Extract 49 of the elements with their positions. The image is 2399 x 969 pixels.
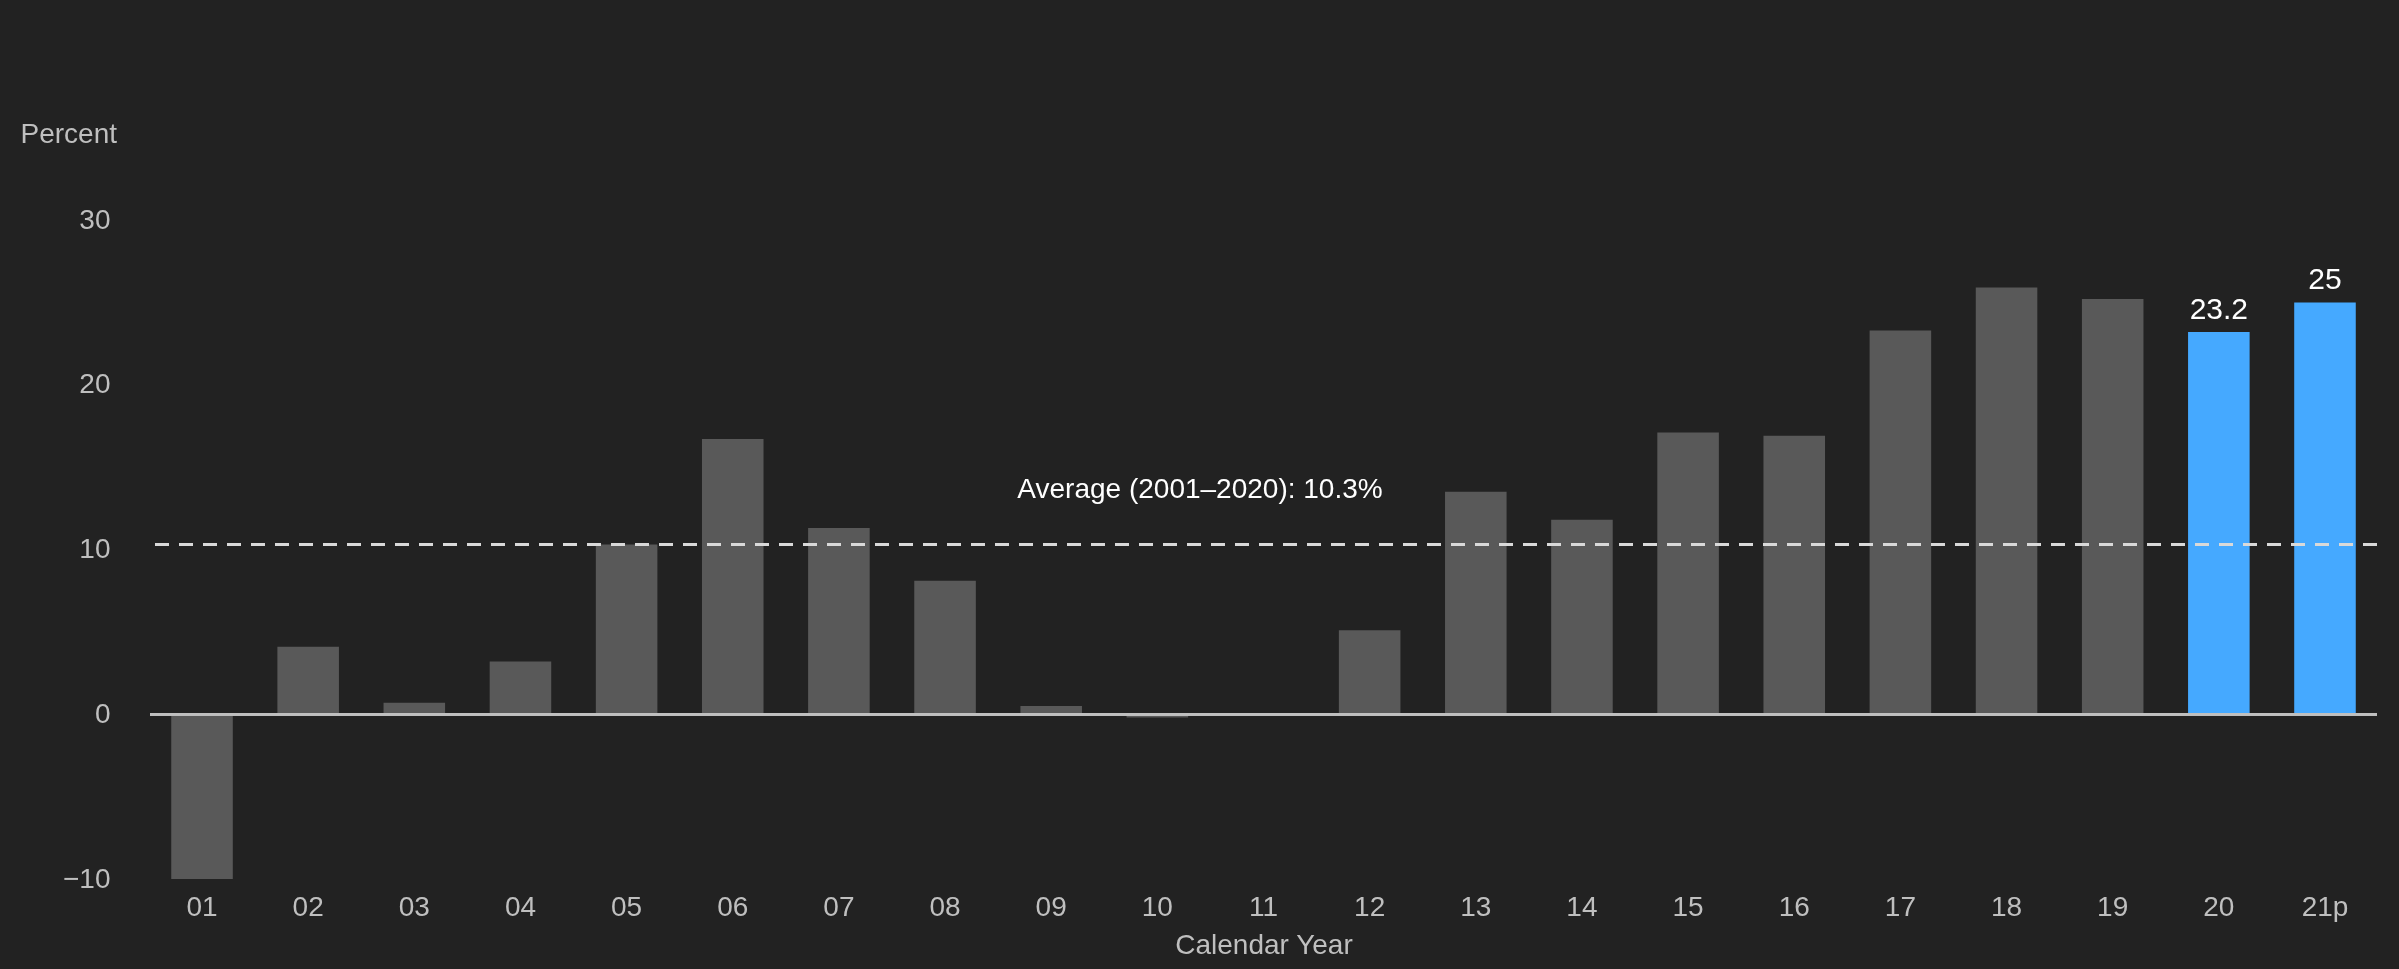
- x-tick-label: 04: [504, 890, 537, 922]
- x-axis-title: Calendar Year: [1175, 928, 1353, 960]
- y-tick-label: 0: [94, 697, 111, 729]
- bar: [277, 646, 339, 715]
- bar: [1551, 519, 1613, 715]
- x-tick-label: 06: [717, 890, 749, 922]
- x-tick-label: 02: [292, 890, 324, 922]
- x-tick-label: 05: [611, 890, 643, 922]
- data-label: 23.2: [2189, 292, 2249, 326]
- x-tick-label: 10: [1141, 890, 1173, 922]
- y-tick-label: 30: [79, 203, 111, 235]
- ref-line-label: Average (2001–2020): 10.3%: [1017, 472, 1383, 504]
- x-tick-label: 01: [186, 890, 218, 922]
- bar: [1338, 630, 1401, 715]
- x-tick-label: 13: [1460, 890, 1492, 922]
- data-label: 25: [2308, 262, 2342, 296]
- x-tick-label: 03: [398, 890, 430, 922]
- bar: [2188, 332, 2250, 715]
- y-tick-label: 10: [79, 533, 111, 564]
- bar: [489, 661, 552, 715]
- x-tick-label: 17: [1884, 890, 1916, 922]
- y-tick-label: 20: [79, 368, 111, 400]
- bar: [808, 528, 870, 715]
- bar: [701, 439, 764, 715]
- x-tick-label: 20: [2203, 890, 2235, 922]
- bar: [2081, 299, 2144, 715]
- bar: [1445, 491, 1507, 715]
- x-tick-label: 07: [823, 890, 855, 922]
- bar: [2294, 302, 2356, 715]
- x-tick-label: 18: [1990, 890, 2023, 922]
- x-tick-label: 11: [1248, 890, 1279, 922]
- bar: [595, 544, 658, 715]
- x-tick-label: 09: [1035, 890, 1067, 922]
- bar: [914, 580, 976, 715]
- x-tick-label: 21p: [2301, 890, 2349, 922]
- bar: [171, 714, 233, 879]
- x-tick-label: 16: [1778, 890, 1810, 922]
- bar: [1126, 714, 1189, 718]
- bar: [1763, 435, 1826, 715]
- bar: [1869, 330, 1932, 715]
- y-axis-title: Percent: [20, 117, 118, 149]
- x-tick-label: 12: [1354, 890, 1386, 922]
- bar: [1657, 432, 1719, 715]
- x-tick-label: 15: [1672, 890, 1704, 922]
- y-tick-label: −10: [63, 862, 111, 894]
- x-tick-label: 08: [929, 890, 961, 922]
- bar: [1975, 287, 2038, 715]
- x-tick-label: 14: [1566, 890, 1598, 922]
- x-tick-label: 19: [2097, 890, 2129, 922]
